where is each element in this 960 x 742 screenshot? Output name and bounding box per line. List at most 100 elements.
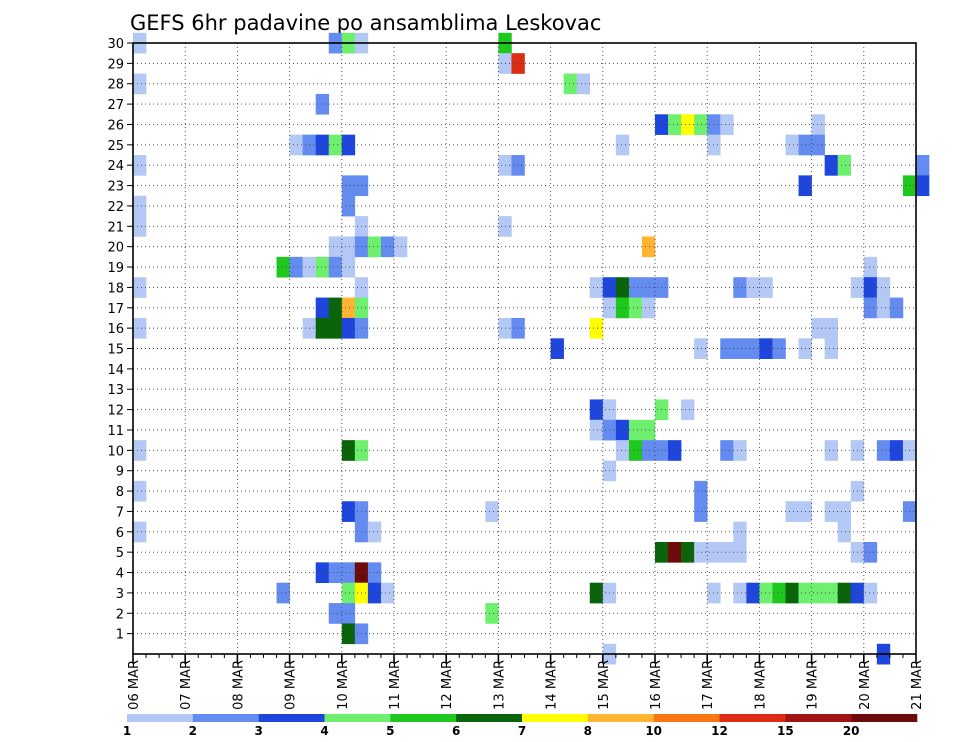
heatmap-cell — [341, 562, 356, 584]
x-tick-label: 15 MAR — [597, 660, 612, 710]
heatmap-cell — [328, 236, 343, 258]
heatmap-cell — [341, 501, 356, 522]
legend-label: 4 — [320, 724, 328, 738]
y-tick-label: 24 — [107, 159, 124, 174]
heatmap-cell — [133, 480, 147, 502]
heatmap-cell — [733, 338, 747, 359]
heatmap-cell — [694, 541, 708, 563]
heatmap-cell — [811, 582, 825, 604]
y-tick-label: 10 — [107, 444, 124, 459]
heatmap-cell — [615, 419, 630, 441]
heatmap-cell — [889, 440, 904, 461]
legend-label: 10 — [645, 724, 662, 738]
heatmap-cell — [720, 338, 734, 359]
heatmap-cell — [759, 277, 773, 298]
x-tick-label: 07 MAR — [179, 660, 194, 710]
heatmap-cell — [328, 562, 343, 584]
heatmap-cell — [367, 521, 382, 543]
x-tick-label: 06 MAR — [127, 660, 142, 710]
heatmap-cell — [628, 297, 643, 319]
heatmap-cell — [380, 236, 395, 258]
heatmap-cell — [315, 297, 330, 319]
heatmap-cell — [485, 501, 499, 522]
y-tick-label: 14 — [107, 363, 124, 378]
heatmap-cell — [824, 440, 838, 461]
heatmap-cell — [628, 419, 643, 441]
legend-swatch — [522, 714, 589, 722]
x-tick-label: 19 MAR — [806, 660, 821, 710]
legend-label: 3 — [254, 724, 262, 738]
heatmap-cell — [785, 501, 799, 522]
legend-label: 5 — [386, 724, 394, 738]
heatmap-cell — [916, 155, 930, 176]
heatmap-cell — [341, 297, 356, 319]
heatmap-cell — [628, 440, 643, 461]
heatmap-cell — [837, 155, 852, 176]
heatmap-cell — [615, 134, 630, 156]
heatmap-cell — [720, 541, 734, 563]
heatmap-cell — [876, 277, 891, 298]
heatmap-cell — [576, 73, 591, 95]
heatmap-cell — [589, 317, 604, 339]
heatmap-cell — [133, 521, 147, 543]
heatmap-cell — [837, 521, 852, 543]
heatmap-cell — [133, 277, 147, 298]
heatmap-cell — [341, 195, 356, 217]
legend-swatch — [192, 714, 259, 722]
heatmap-cell — [615, 440, 630, 461]
legend-label: 1 — [123, 724, 131, 738]
heatmap-cell — [785, 582, 799, 604]
heatmap-cell — [733, 277, 747, 298]
y-tick-label: 18 — [107, 281, 124, 296]
legend-swatch — [324, 714, 391, 722]
heatmap-cell — [380, 582, 395, 604]
x-axis-ticks: 06 MAR 07 MAR 08 MAR 09 MAR 10 MAR 11 MAR 12 M… — [127, 654, 925, 710]
heatmap-cell — [837, 582, 852, 604]
x-tick-label: 17 MAR — [701, 660, 716, 710]
heatmap-cell — [733, 440, 747, 461]
heatmap-cell — [876, 297, 891, 319]
legend-swatch — [653, 714, 720, 722]
heatmap-cell — [276, 582, 290, 604]
heatmap-cell — [628, 277, 643, 298]
y-tick-label: 7 — [116, 505, 124, 520]
heatmap-cell — [315, 256, 330, 278]
heatmap-cell — [641, 297, 656, 319]
y-tick-label: 4 — [116, 567, 124, 582]
y-tick-label: 16 — [107, 322, 124, 337]
legend-swatch — [785, 714, 852, 722]
legend-swatch — [851, 714, 918, 722]
heatmap-cell — [133, 317, 147, 339]
heatmap-cell — [133, 73, 147, 95]
heatmap-cell — [772, 582, 786, 604]
heatmap-cell — [863, 297, 878, 319]
heatmap-cell — [133, 440, 147, 461]
x-tick-label: 21 MAR — [910, 660, 925, 710]
heatmap-cell — [668, 114, 682, 135]
heatmap-cell — [328, 297, 343, 319]
heatmap-cell — [824, 582, 838, 604]
heatmap-cell — [394, 236, 408, 258]
heatmap-cell — [785, 134, 799, 156]
heatmap-cell — [641, 277, 656, 298]
y-tick-label: 13 — [107, 383, 124, 398]
y-tick-label: 27 — [107, 98, 124, 113]
heatmap-cell — [863, 277, 878, 298]
x-tick-label: 16 MAR — [649, 660, 664, 710]
heatmap-cell — [341, 603, 356, 624]
heatmap-cell — [589, 399, 604, 421]
y-tick-label: 23 — [107, 180, 124, 195]
heatmap-cell — [589, 582, 604, 604]
heatmap-cell — [289, 256, 303, 278]
heatmap-cell — [863, 541, 878, 563]
y-tick-label: 20 — [107, 241, 124, 256]
heatmap-cell — [328, 317, 343, 339]
heatmap-cell — [341, 134, 356, 156]
heatmap-cell — [511, 155, 525, 176]
legend-label: 12 — [711, 724, 728, 738]
heatmap-cell — [863, 582, 878, 604]
y-tick-label: 19 — [107, 261, 124, 276]
x-tick-label: 14 MAR — [545, 660, 560, 710]
y-tick-label: 11 — [107, 424, 124, 439]
y-tick-label: 30 — [107, 37, 124, 52]
